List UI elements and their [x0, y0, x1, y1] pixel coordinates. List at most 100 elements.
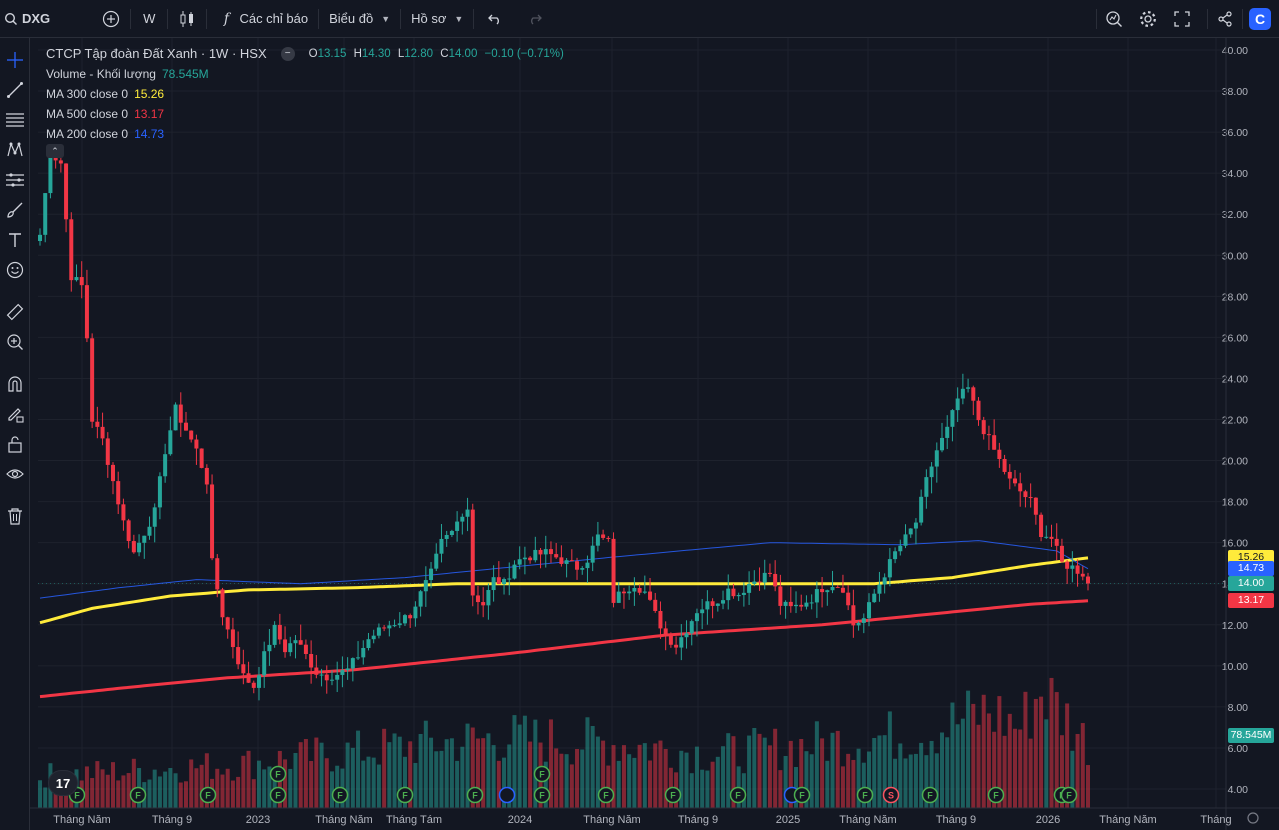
unlock-icon — [8, 436, 22, 453]
volume-bar — [788, 740, 793, 808]
volume-bar — [794, 767, 799, 808]
candle-body — [856, 622, 861, 626]
pattern-tool[interactable] — [3, 138, 27, 162]
volume-bar — [971, 703, 976, 808]
brush-tool[interactable] — [3, 198, 27, 222]
legend-volume-row[interactable]: Volume - Khối lượng 78.545M — [46, 64, 564, 84]
earnings-event-icon — [987, 786, 1005, 804]
zoom-tool[interactable] — [3, 330, 27, 354]
indicators-button[interactable]: f Các chỉ báo — [207, 0, 318, 38]
volume-bar — [767, 745, 772, 808]
volume-bar — [1033, 698, 1038, 808]
volume-bar — [934, 753, 939, 808]
volume-bar — [470, 727, 475, 808]
volume-bar — [835, 730, 840, 808]
chart-type-button[interactable] — [168, 0, 206, 38]
price-chart[interactable]: FFFFFFFFFFFFFFFSFFFF 4.006.008.0010.0012… — [30, 38, 1279, 830]
candle-body — [522, 557, 527, 560]
fullscreen-button[interactable] — [1165, 0, 1199, 38]
price-tag: 14.00 — [1228, 576, 1274, 592]
volume-bar — [43, 787, 48, 808]
candle-body — [908, 528, 913, 535]
crosshair-tool[interactable] — [3, 48, 27, 72]
fib-tool[interactable] — [3, 108, 27, 132]
candle-body — [825, 590, 830, 593]
interval-button[interactable]: W — [143, 11, 156, 26]
toolbar-divider — [1207, 9, 1208, 29]
candle-body — [465, 509, 470, 517]
trash-icon — [8, 508, 22, 525]
delete-tool[interactable] — [3, 504, 27, 528]
candle-body — [371, 635, 376, 640]
magnifier-chart-icon — [1105, 10, 1123, 28]
volume-bar — [241, 755, 246, 808]
lock-tool[interactable] — [3, 432, 27, 456]
candle-body — [762, 572, 767, 583]
volume-bar — [804, 751, 809, 808]
volume-bar — [611, 745, 616, 808]
candle-body — [1086, 576, 1090, 584]
visibility-tool[interactable] — [3, 462, 27, 486]
price-tick-label: 20.00 — [1222, 456, 1248, 468]
candle-body — [502, 579, 507, 585]
legend-collapse[interactable]: ⌃ — [46, 144, 564, 158]
draw-mode-tool[interactable] — [3, 402, 27, 426]
candle-body — [110, 464, 115, 482]
event-marker-label: F — [603, 791, 609, 801]
candle-body — [1007, 471, 1012, 479]
measure-tool[interactable] — [3, 300, 27, 324]
minus-icon[interactable]: − — [280, 47, 295, 61]
profile-menu-button[interactable]: Hồ sơ ▼ — [401, 0, 473, 38]
legend-ma200-row[interactable]: MA 200 close 0 14.73 — [46, 124, 564, 144]
candle-body — [74, 277, 79, 281]
magnet-tool[interactable] — [3, 372, 27, 396]
time-tick-label: Tháng 9 — [152, 814, 192, 826]
volume-bar — [929, 740, 934, 808]
volume-bar — [945, 737, 950, 808]
symbol-search[interactable]: DXG — [0, 0, 60, 38]
volume-bar — [1039, 696, 1044, 808]
redo-button[interactable] — [516, 0, 554, 38]
legend-ma500-row[interactable]: MA 500 close 0 13.17 — [46, 104, 564, 124]
candle-body — [752, 581, 757, 584]
candle-body — [710, 601, 715, 606]
share-button[interactable] — [1208, 0, 1242, 38]
candle-body — [882, 577, 887, 585]
chart-menu-button[interactable]: Biểu đồ ▼ — [319, 0, 400, 38]
candle-body — [387, 625, 392, 629]
volume-bar — [230, 780, 235, 808]
volume-bar — [747, 735, 752, 808]
volume-bar — [256, 760, 261, 808]
volume-bar — [762, 737, 767, 808]
volume-bar — [924, 755, 929, 808]
volume-bar — [183, 781, 188, 808]
candle-body — [376, 627, 381, 636]
brush-icon — [7, 202, 23, 218]
candle-body — [84, 285, 89, 339]
instrument-title: CTCP Tập đoàn Đất Xanh · 1W · HSX — [46, 46, 267, 61]
settings-button[interactable] — [1131, 0, 1165, 38]
tradingview-logo[interactable]: 17 — [48, 770, 78, 796]
text-tool[interactable] — [3, 228, 27, 252]
candle-body — [992, 435, 997, 450]
brand-logo[interactable]: C — [1249, 8, 1271, 30]
volume-bar — [314, 737, 319, 808]
trend-line-tool[interactable] — [3, 78, 27, 102]
candle-body — [715, 603, 720, 606]
candle-body — [653, 599, 658, 611]
eye-icon — [6, 469, 24, 479]
undo-button[interactable] — [474, 0, 516, 38]
quick-search-button[interactable] — [1097, 0, 1131, 38]
emoji-tool[interactable] — [3, 258, 27, 282]
event-marker-label: F — [205, 791, 211, 801]
compare-button[interactable] — [92, 0, 130, 38]
price-tick-label: 28.00 — [1222, 291, 1248, 303]
legend-ma300-row[interactable]: MA 300 close 0 15.26 — [46, 84, 564, 104]
volume-bar — [204, 753, 209, 808]
volume-bar — [877, 735, 882, 808]
forecast-icon — [6, 173, 24, 187]
candle-body — [814, 589, 819, 603]
volume-bar — [986, 713, 991, 808]
volume-bar — [960, 718, 965, 808]
prediction-tool[interactable] — [3, 168, 27, 192]
